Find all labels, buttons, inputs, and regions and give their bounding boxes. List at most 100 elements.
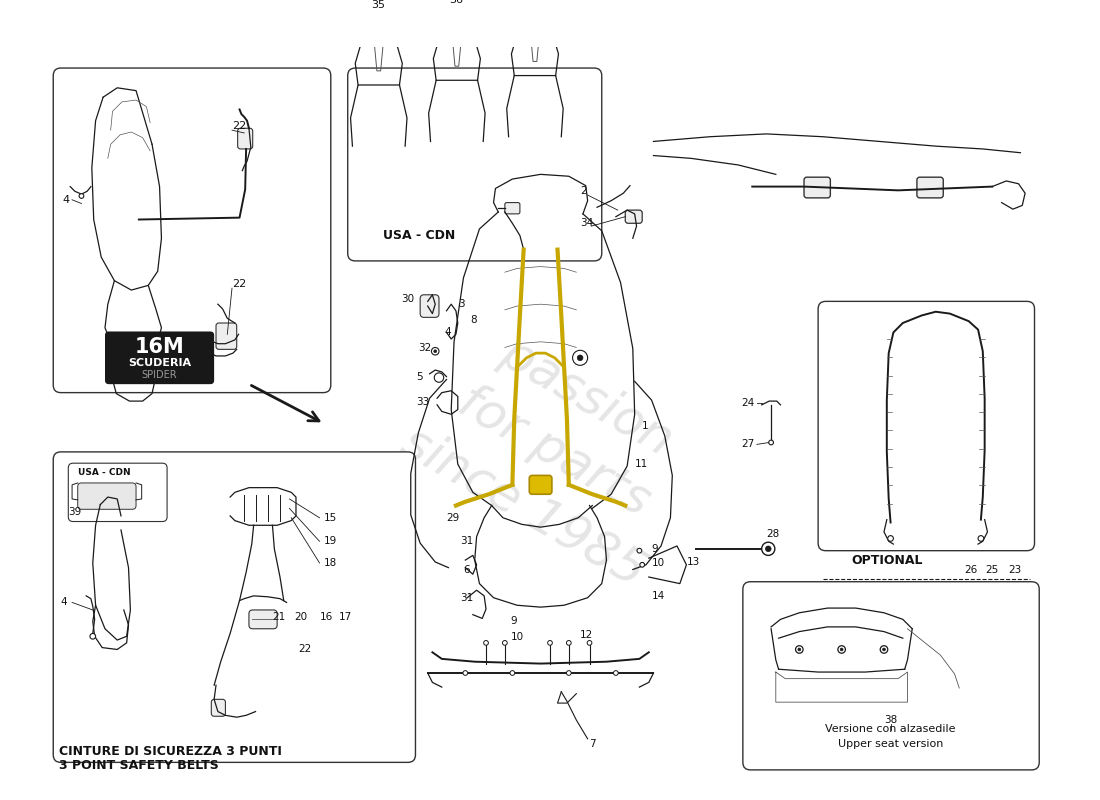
Text: 9: 9 [651, 544, 658, 554]
Circle shape [888, 536, 893, 542]
Text: 4: 4 [444, 327, 451, 338]
Text: 31: 31 [461, 593, 474, 602]
Text: 22: 22 [298, 645, 311, 654]
FancyBboxPatch shape [804, 177, 830, 198]
Text: 9: 9 [510, 616, 517, 626]
Text: SCUDERIA: SCUDERIA [128, 358, 191, 367]
Circle shape [548, 641, 552, 646]
FancyBboxPatch shape [104, 331, 214, 384]
Circle shape [566, 670, 571, 675]
Text: 3 POINT SAFETY BELTS: 3 POINT SAFETY BELTS [59, 758, 219, 772]
Text: Versione con alzasedile: Versione con alzasedile [825, 725, 956, 734]
Text: 15: 15 [324, 513, 338, 522]
Text: 25: 25 [986, 565, 999, 574]
Text: USA - CDN: USA - CDN [78, 468, 130, 477]
FancyBboxPatch shape [53, 452, 416, 762]
Text: 1: 1 [642, 422, 649, 431]
Text: 24: 24 [741, 398, 755, 408]
Text: 30: 30 [402, 294, 415, 303]
Text: CINTURE DI SICUREZZA 3 PUNTI: CINTURE DI SICUREZZA 3 PUNTI [59, 745, 282, 758]
Text: 22: 22 [232, 279, 246, 290]
Text: 20: 20 [294, 611, 307, 622]
Text: 8: 8 [470, 315, 476, 325]
Circle shape [463, 670, 467, 675]
Text: 4: 4 [63, 194, 69, 205]
FancyBboxPatch shape [238, 128, 253, 149]
FancyBboxPatch shape [68, 463, 167, 522]
Text: 6: 6 [463, 565, 470, 574]
FancyBboxPatch shape [420, 294, 439, 318]
Circle shape [578, 355, 583, 361]
FancyBboxPatch shape [249, 610, 277, 629]
Text: Upper seat version: Upper seat version [838, 738, 944, 749]
Text: 3: 3 [458, 299, 464, 309]
FancyBboxPatch shape [78, 483, 136, 510]
FancyBboxPatch shape [211, 699, 226, 716]
Text: 34: 34 [580, 218, 593, 228]
Text: 29: 29 [447, 513, 460, 522]
Circle shape [880, 646, 888, 654]
Text: 16M: 16M [134, 337, 185, 357]
FancyBboxPatch shape [348, 68, 602, 261]
Circle shape [978, 536, 983, 542]
Text: 36: 36 [449, 0, 463, 6]
FancyBboxPatch shape [917, 177, 944, 198]
Circle shape [79, 194, 84, 198]
Text: 31: 31 [461, 536, 474, 546]
FancyBboxPatch shape [53, 68, 331, 393]
Circle shape [769, 440, 773, 445]
Circle shape [795, 646, 803, 654]
Circle shape [566, 641, 571, 646]
Text: 38: 38 [884, 715, 898, 725]
Circle shape [431, 347, 439, 355]
Text: 22: 22 [232, 122, 246, 131]
Circle shape [587, 641, 592, 646]
Circle shape [90, 634, 96, 639]
Circle shape [761, 542, 774, 555]
Text: 21: 21 [273, 611, 286, 622]
Text: 33: 33 [417, 397, 430, 407]
FancyBboxPatch shape [216, 323, 236, 350]
Text: passion
for parts
since 1985: passion for parts since 1985 [393, 308, 716, 596]
Text: 7: 7 [590, 738, 596, 749]
Circle shape [484, 641, 488, 646]
Text: 11: 11 [635, 459, 648, 469]
Text: 35: 35 [371, 0, 385, 10]
Circle shape [503, 641, 507, 646]
FancyBboxPatch shape [818, 302, 1034, 550]
Text: 39: 39 [68, 507, 81, 517]
Circle shape [434, 373, 443, 382]
Text: 2: 2 [580, 186, 586, 196]
Circle shape [573, 350, 587, 366]
Text: 17: 17 [339, 611, 352, 622]
Text: 23: 23 [1009, 565, 1022, 574]
Text: 32: 32 [418, 343, 431, 354]
Circle shape [640, 562, 645, 567]
Circle shape [510, 670, 515, 675]
FancyBboxPatch shape [742, 582, 1040, 770]
Circle shape [433, 350, 437, 353]
Text: 16: 16 [319, 611, 333, 622]
Text: 10: 10 [510, 632, 524, 642]
FancyBboxPatch shape [505, 202, 520, 214]
Text: SPIDER: SPIDER [142, 370, 177, 380]
Text: 18: 18 [324, 558, 338, 568]
Text: 14: 14 [651, 591, 664, 601]
Text: OPTIONAL: OPTIONAL [851, 554, 923, 566]
Text: 13: 13 [686, 557, 700, 567]
Text: 5: 5 [417, 372, 424, 382]
Circle shape [614, 670, 618, 675]
FancyBboxPatch shape [529, 475, 552, 494]
Text: 27: 27 [741, 439, 755, 450]
Text: 28: 28 [767, 529, 780, 538]
Circle shape [766, 546, 771, 552]
Circle shape [637, 548, 641, 553]
Text: 12: 12 [580, 630, 593, 640]
Circle shape [882, 648, 886, 651]
Circle shape [798, 648, 801, 651]
Circle shape [838, 646, 846, 654]
Text: USA - CDN: USA - CDN [384, 229, 455, 242]
Circle shape [840, 648, 843, 651]
FancyBboxPatch shape [625, 210, 642, 223]
Text: 10: 10 [651, 558, 664, 568]
